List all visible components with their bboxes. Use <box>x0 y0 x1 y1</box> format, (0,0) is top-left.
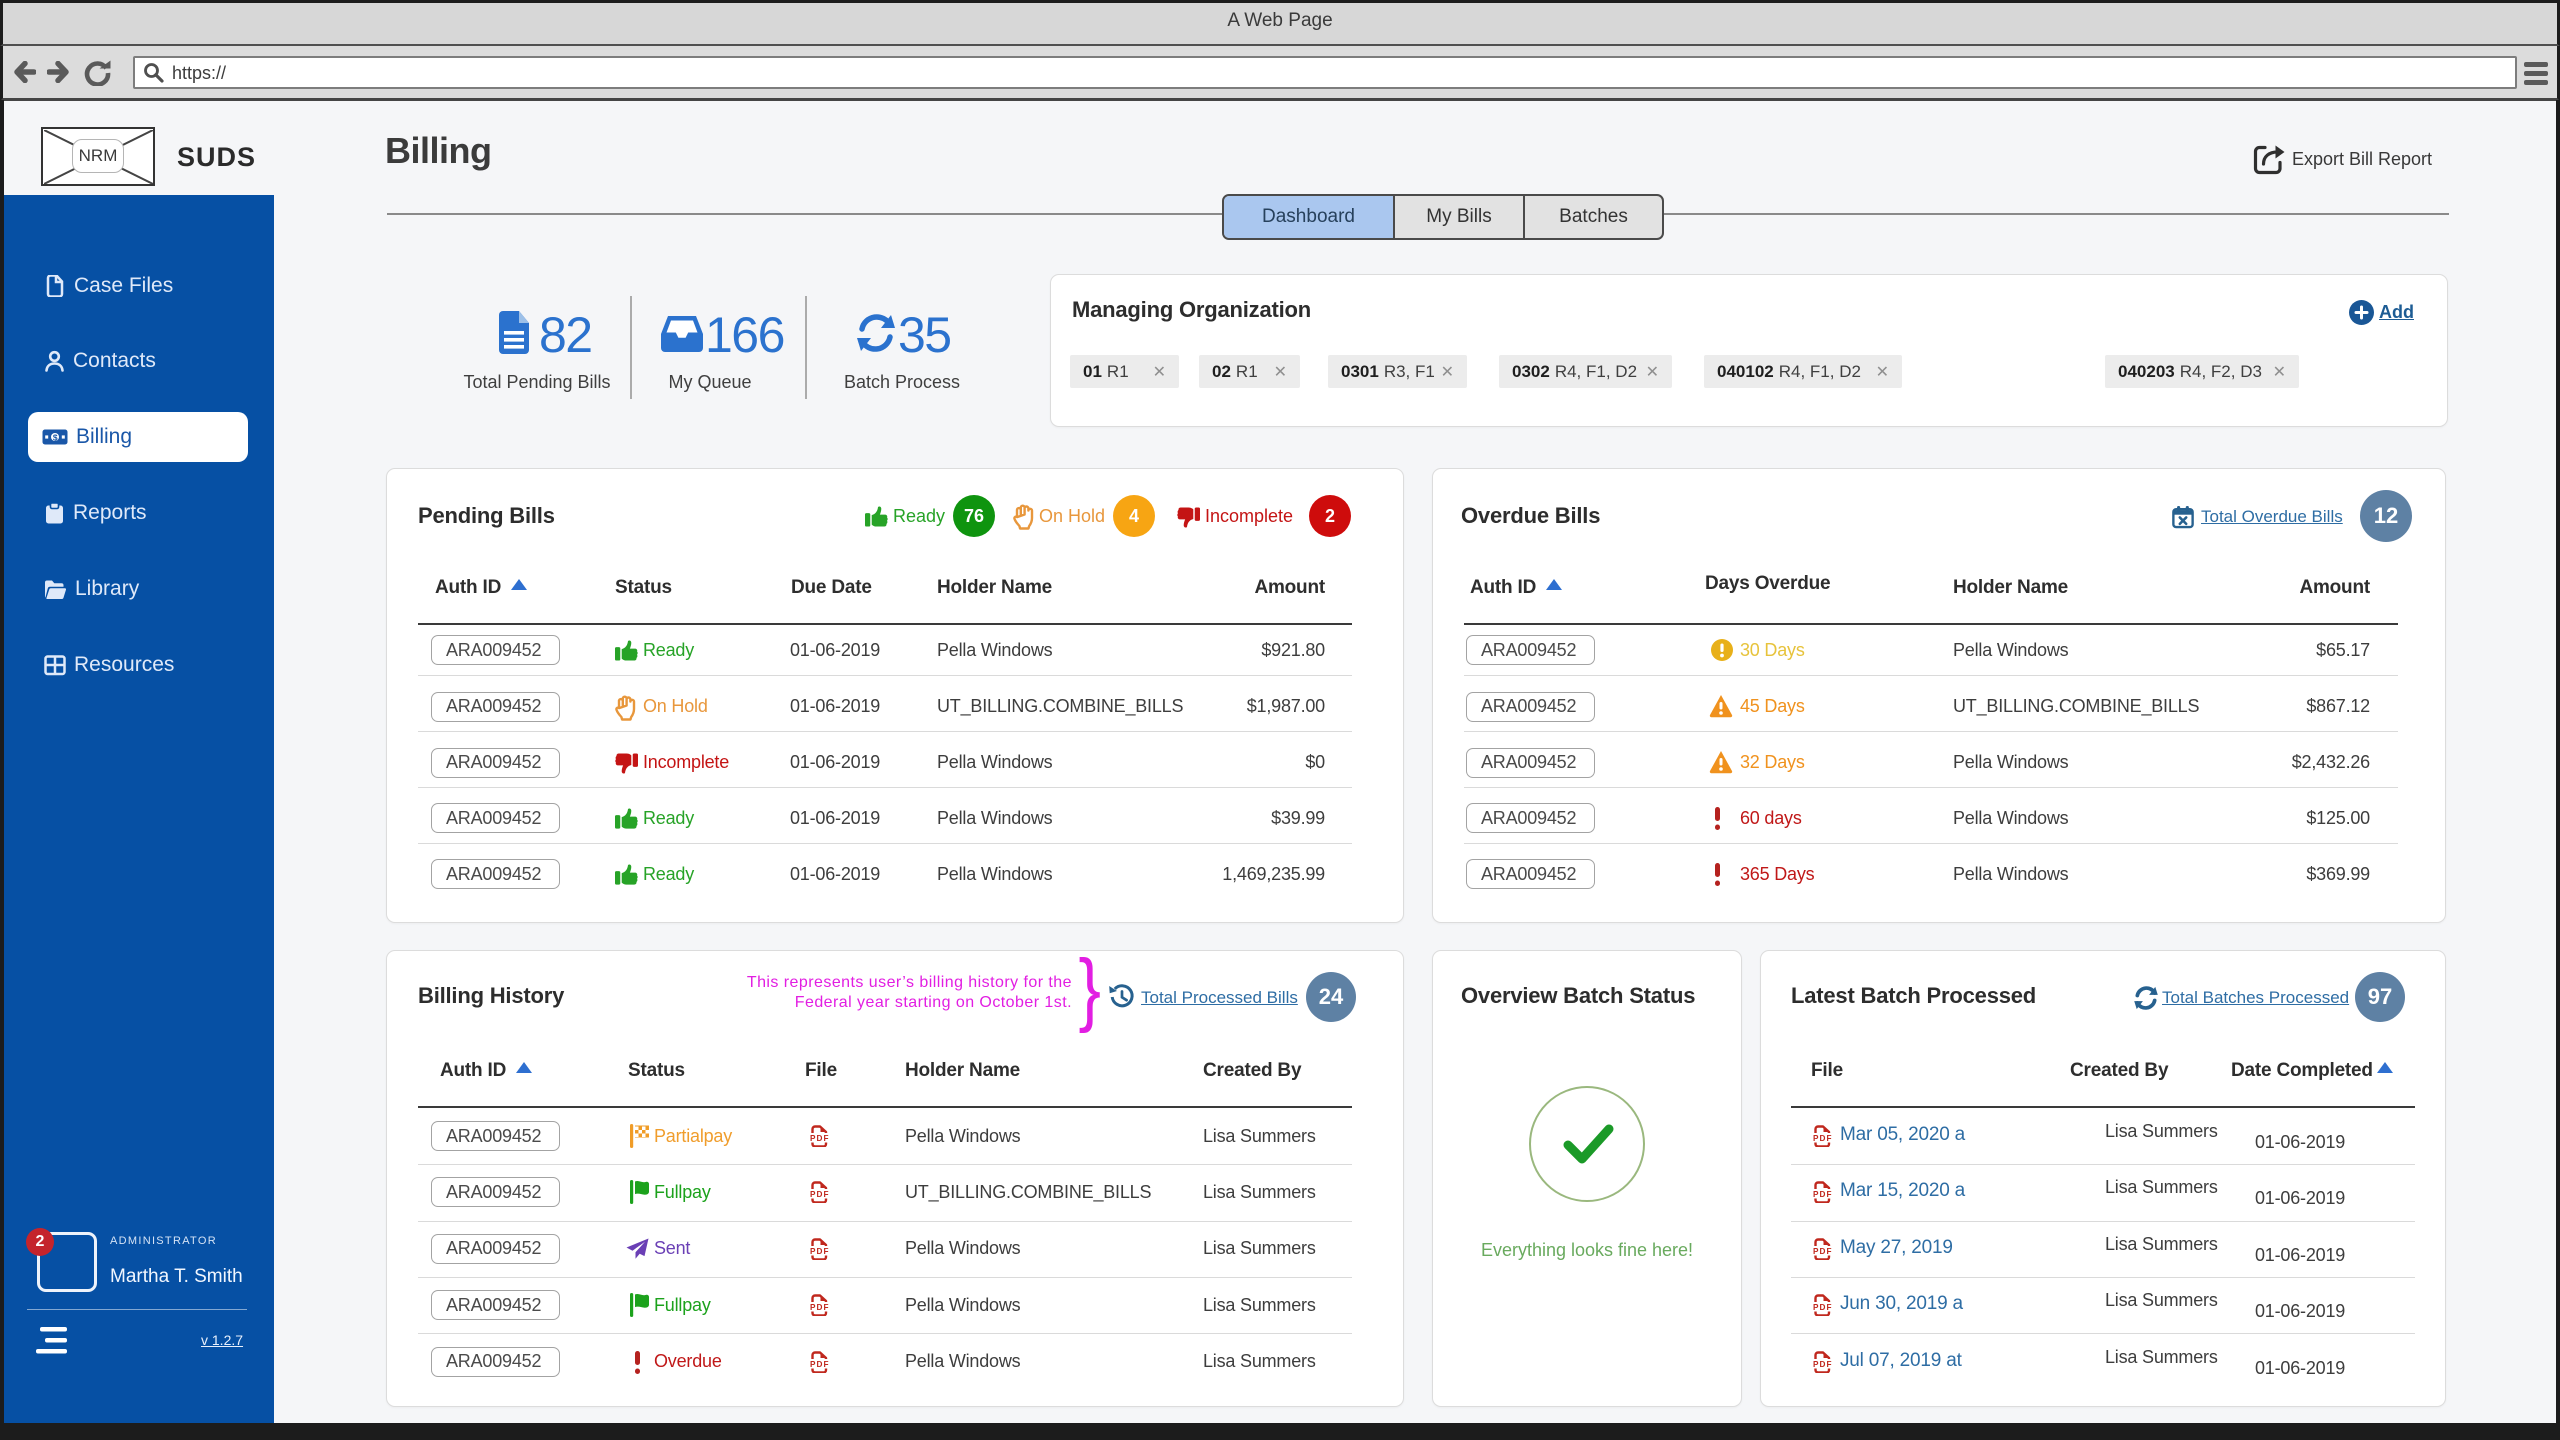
svg-text:$: $ <box>53 432 58 442</box>
svg-text:PDF: PDF <box>810 1134 829 1143</box>
svg-text:PDF: PDF <box>810 1303 829 1312</box>
svg-text:PDF: PDF <box>1813 1246 1832 1255</box>
svg-text:PDF: PDF <box>1813 1303 1832 1312</box>
svg-text:PDF: PDF <box>810 1359 829 1368</box>
svg-text:PDF: PDF <box>810 1190 829 1199</box>
svg-text:PDF: PDF <box>1813 1134 1832 1143</box>
svg-text:PDF: PDF <box>810 1246 829 1255</box>
svg-text:PDF: PDF <box>1813 1190 1832 1199</box>
svg-text:PDF: PDF <box>1813 1359 1832 1368</box>
